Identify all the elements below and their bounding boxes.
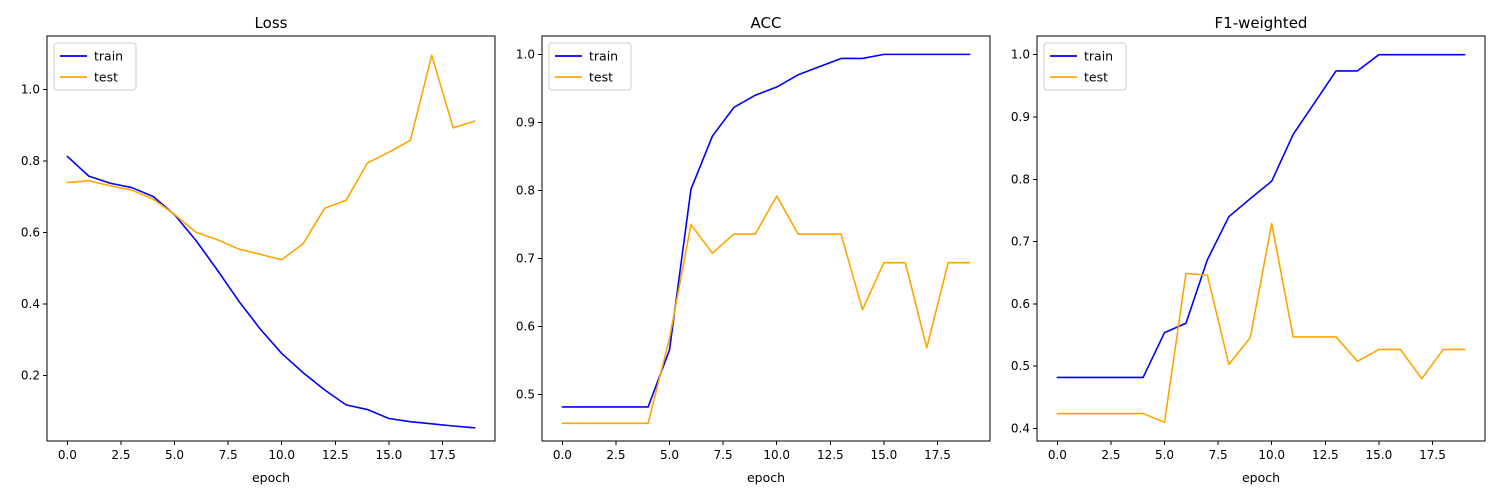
legend-label-test: test — [94, 70, 118, 85]
legend-frame — [53, 42, 137, 91]
y-tick-label: 0.5 — [516, 388, 535, 402]
y-tick-label: 0.8 — [21, 154, 40, 168]
chart-acc: ACC 0.0 2.5 5.0 7.5 10.0 12.5 15.0 17.5 0.5 0.6 0.7… — [516, 14, 991, 485]
legend-label-train: train — [94, 49, 123, 64]
y-tick-label: 0.6 — [1011, 297, 1030, 311]
x-tick-label: 15.0 — [1366, 448, 1393, 462]
x-tick-label: 10.0 — [268, 448, 295, 462]
x-tick-label: 12.5 — [322, 448, 349, 462]
x-tick-label: 5.0 — [165, 448, 184, 462]
x-tick-label: 12.5 — [817, 448, 844, 462]
chart-title: F1-weighted — [1215, 14, 1308, 32]
x-tick-label: 2.5 — [1101, 448, 1120, 462]
y-tick-label: 0.2 — [21, 369, 40, 383]
x-tick-label: 7.5 — [714, 448, 733, 462]
x-axis-label: epoch — [747, 470, 785, 485]
legend-label-train: train — [1084, 49, 1113, 64]
x-tick-label: 17.5 — [1419, 448, 1446, 462]
y-tick-label: 0.6 — [516, 320, 535, 334]
x-tick-label: 10.0 — [1258, 448, 1285, 462]
y-tick-label: 0.4 — [21, 297, 40, 311]
legend-label-test: test — [589, 70, 613, 85]
legend-label-test: test — [1084, 70, 1108, 85]
chart-loss: Loss 0.0 2.5 5.0 7.5 10.0 12.5 15.0 17.5 0.2 0.4 0.… — [21, 14, 496, 485]
legend: train test — [1043, 42, 1127, 91]
y-tick-label: 1.0 — [1011, 48, 1030, 62]
axes-frame — [1036, 35, 1486, 442]
y-tick-label: 1.0 — [21, 83, 40, 97]
y-tick-label: 0.5 — [1011, 359, 1030, 373]
x-tick-label: 17.5 — [429, 448, 456, 462]
x-tick-label: 7.5 — [219, 448, 238, 462]
series-line-train — [66, 155, 476, 429]
series-line-train — [561, 53, 971, 408]
legend-frame — [548, 42, 632, 91]
x-tick-label: 0.0 — [1048, 448, 1067, 462]
y-tick-label: 1.0 — [516, 47, 535, 61]
axes-frame — [541, 35, 991, 442]
axes-frame — [46, 35, 496, 442]
x-tick-label: 5.0 — [1155, 448, 1174, 462]
legend-frame — [1043, 42, 1127, 91]
y-tick-label: 0.6 — [21, 226, 40, 240]
series-line-test — [1056, 222, 1466, 424]
x-tick-label: 0.0 — [58, 448, 77, 462]
chart-title: Loss — [255, 14, 288, 32]
y-tick-label: 0.4 — [1011, 422, 1030, 436]
y-tick-label: 0.7 — [1011, 235, 1030, 249]
series-line-test — [561, 195, 971, 425]
legend-label-train: train — [589, 49, 618, 64]
x-axis-label: epoch — [1242, 470, 1280, 485]
y-tick-label: 0.8 — [1011, 172, 1030, 186]
y-tick-label: 0.7 — [516, 252, 535, 266]
x-tick-label: 7.5 — [1209, 448, 1228, 462]
x-tick-label: 2.5 — [606, 448, 625, 462]
y-tick-label: 0.9 — [1011, 110, 1030, 124]
x-axis-label: epoch — [252, 470, 290, 485]
series-line-test — [66, 54, 476, 261]
x-tick-label: 12.5 — [1312, 448, 1339, 462]
chart-f1-weighted: F1-weighted 0.0 2.5 5.0 7.5 10.0 12.5 15.0 17.5 0… — [1011, 14, 1486, 485]
legend: train test — [53, 42, 137, 91]
x-tick-label: 0.0 — [553, 448, 572, 462]
x-tick-label: 5.0 — [660, 448, 679, 462]
legend: train test — [548, 42, 632, 91]
x-tick-label: 2.5 — [111, 448, 130, 462]
series-line-train — [1056, 53, 1466, 379]
y-tick-label: 0.9 — [516, 115, 535, 129]
x-tick-label: 17.5 — [924, 448, 951, 462]
y-tick-label: 0.8 — [516, 184, 535, 198]
chart-title: ACC — [751, 14, 782, 32]
x-tick-label: 15.0 — [376, 448, 403, 462]
x-tick-label: 10.0 — [763, 448, 790, 462]
x-tick-label: 15.0 — [871, 448, 898, 462]
